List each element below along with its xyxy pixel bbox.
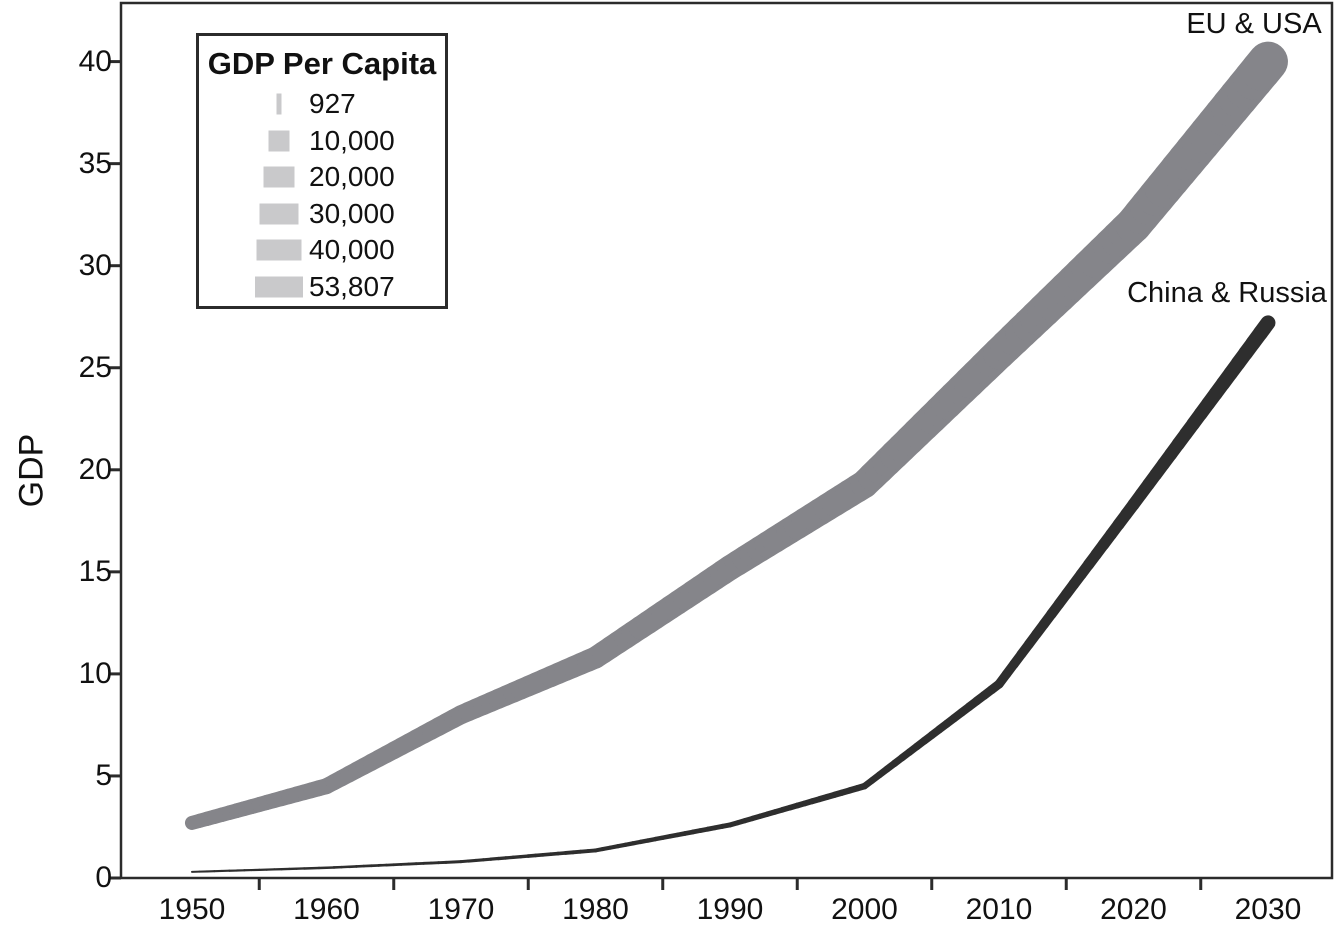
legend-swatch-30000-icon [259,203,299,225]
legend-label: 53,807 [309,270,395,302]
x-tick-label: 1950 [158,893,226,926]
legend-row: 20,000 [199,159,445,196]
y-tick-label: 20 [78,452,112,486]
y-tick-label: 40 [78,44,112,78]
legend-swatch-927-icon [276,93,282,115]
legend-row: 53,807 [199,269,445,306]
legend-label: 10,000 [309,124,395,156]
x-tick-label: 2030 [1234,893,1302,926]
y-tick-label: 25 [78,350,112,384]
legend-label: 927 [309,88,356,120]
series-label-china-russia: China & Russia [1127,277,1327,309]
legend-title: GDP Per Capita [207,46,437,81]
legend-box: GDP Per Capita 927 10,000 20,000 30,000 … [196,33,448,309]
legend-label: 20,000 [309,161,395,193]
y-tick-label: 35 [78,146,112,180]
legend-rows: 927 10,000 20,000 30,000 40,000 53,807 [199,86,445,305]
y-tick-label: 0 [95,861,112,894]
x-tick-label: 2020 [1100,893,1167,926]
series-label-eu-usa: EU & USA [1186,8,1322,40]
series-band-eu-usa [184,41,1288,830]
x-tick-label: 1970 [427,893,495,926]
series-band-china-russia [190,315,1276,873]
legend-swatch-40000-icon [256,239,302,261]
legend-label: 40,000 [309,234,395,266]
legend-label: 30,000 [309,197,395,229]
plot-frame [119,1,1334,880]
legend-row: 10,000 [199,123,445,160]
x-tick-label: 1980 [562,893,629,926]
x-tick-label: 1990 [696,893,764,926]
x-tick-label: 2010 [965,893,1033,926]
y-tick-label: 15 [78,554,112,588]
legend-swatch-53807-icon [255,276,303,298]
y-tick-label: 30 [78,248,112,282]
x-tick-label: 1960 [293,893,360,926]
legend-swatch-10000-icon [268,130,290,152]
y-tick-label: 5 [95,758,112,792]
legend-row: 30,000 [199,196,445,233]
legend-row: 40,000 [199,232,445,269]
x-tick-label: 2000 [831,893,898,926]
legend-row: 927 [199,86,445,123]
legend-swatch-20000-icon [263,166,295,188]
y-tick-label: 10 [78,656,112,690]
